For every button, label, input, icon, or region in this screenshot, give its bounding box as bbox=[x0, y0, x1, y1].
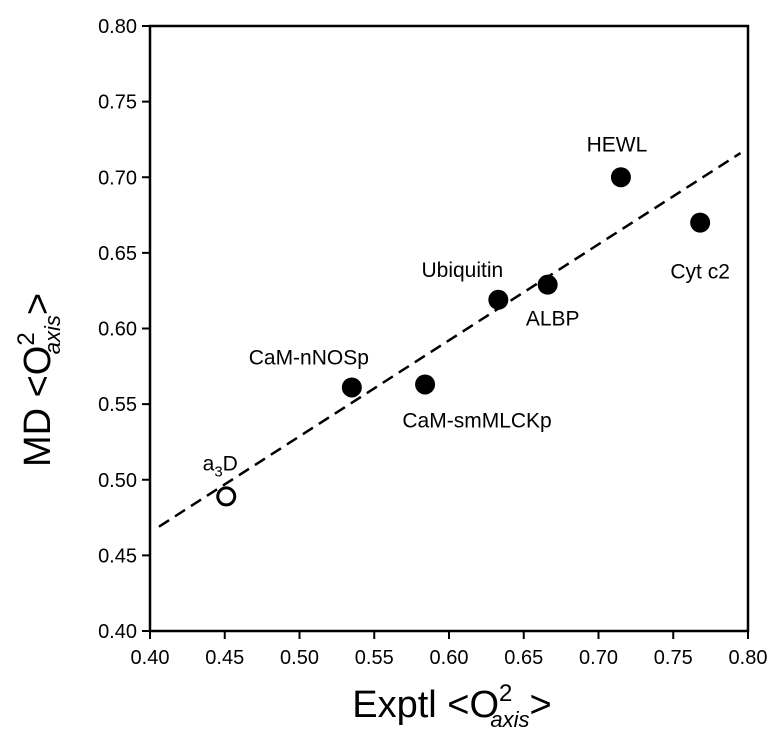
data-point-hewl bbox=[610, 167, 631, 188]
x-axis-title-main: Exptl <O bbox=[352, 684, 499, 726]
y-tick-label: 0.55 bbox=[98, 394, 137, 416]
ticks: 0.40 0.45 0.50 0.55 0.60 0.65 0.70 0.75 0.80 0.40… bbox=[98, 16, 767, 669]
x-tick-label: 0.60 bbox=[430, 647, 469, 669]
x-tick-label: 0.40 bbox=[131, 647, 170, 669]
y-axis-title-close: > bbox=[17, 293, 59, 315]
y-tick-label: 0.45 bbox=[98, 545, 137, 567]
x-axis-title-sub: axis bbox=[490, 707, 529, 732]
y-tick-label: 0.75 bbox=[98, 92, 137, 114]
data-point-ubiquitin bbox=[488, 289, 509, 310]
data-point-cam-nnosp bbox=[341, 377, 362, 398]
point-label-sub: 3 bbox=[214, 463, 222, 480]
x-tick-label: 0.70 bbox=[579, 647, 618, 669]
axes bbox=[148, 24, 750, 633]
x-axis-title: Exptl <O2 axis> bbox=[352, 680, 551, 732]
x-tick-label: 0.65 bbox=[504, 647, 543, 669]
point-label-a3d: a3D bbox=[203, 452, 238, 480]
x-tick-label: 0.80 bbox=[729, 647, 768, 669]
fit-line bbox=[158, 151, 742, 528]
data-point-albp bbox=[537, 274, 558, 295]
x-tick-label: 0.50 bbox=[280, 647, 319, 669]
data-point-cyt-c2 bbox=[690, 212, 711, 233]
point-label-cam-nnosp: CaM-nNOSp bbox=[249, 346, 369, 369]
data-points bbox=[216, 167, 711, 507]
y-tick-label: 0.70 bbox=[98, 167, 137, 189]
y-tick-label: 0.40 bbox=[98, 621, 137, 643]
point-label-albp: ALBP bbox=[526, 308, 580, 331]
y-axis-title-sup: 2 bbox=[13, 332, 40, 345]
y-tick-label: 0.65 bbox=[98, 243, 137, 265]
fit-line-layer bbox=[158, 151, 742, 528]
point-label-cam-smmlckp: CaM-smMLCKp bbox=[402, 409, 551, 432]
plot-frame bbox=[148, 24, 750, 633]
x-axis-title-sup: 2 bbox=[499, 680, 512, 707]
data-point-cam-smmlckp bbox=[415, 374, 436, 395]
point-label-cyt-c2: Cyt c2 bbox=[670, 261, 730, 284]
x-tick-label: 0.75 bbox=[654, 647, 693, 669]
y-axis-title-sub: axis bbox=[40, 315, 65, 354]
y-tick-label: 0.80 bbox=[98, 16, 137, 38]
y-tick-label: 0.50 bbox=[98, 470, 137, 492]
x-tick-label: 0.45 bbox=[205, 647, 244, 669]
y-axis-title: MD <O2axis> bbox=[13, 293, 65, 467]
point-labels: HEWL Cyt c2 Ubiquitin ALBP CaM-nNOSp CaM-smML… bbox=[203, 133, 730, 480]
point-label-end: D bbox=[223, 452, 238, 475]
point-label-ubiquitin: Ubiquitin bbox=[421, 259, 503, 282]
data-point-a3d bbox=[216, 486, 237, 507]
y-axis-title-main: MD <O bbox=[17, 346, 59, 467]
x-axis-title-close: > bbox=[530, 684, 552, 726]
point-label-main: a bbox=[203, 452, 215, 475]
y-tick-label: 0.60 bbox=[98, 319, 137, 341]
x-tick-label: 0.55 bbox=[355, 647, 394, 669]
point-label-hewl: HEWL bbox=[587, 133, 648, 156]
